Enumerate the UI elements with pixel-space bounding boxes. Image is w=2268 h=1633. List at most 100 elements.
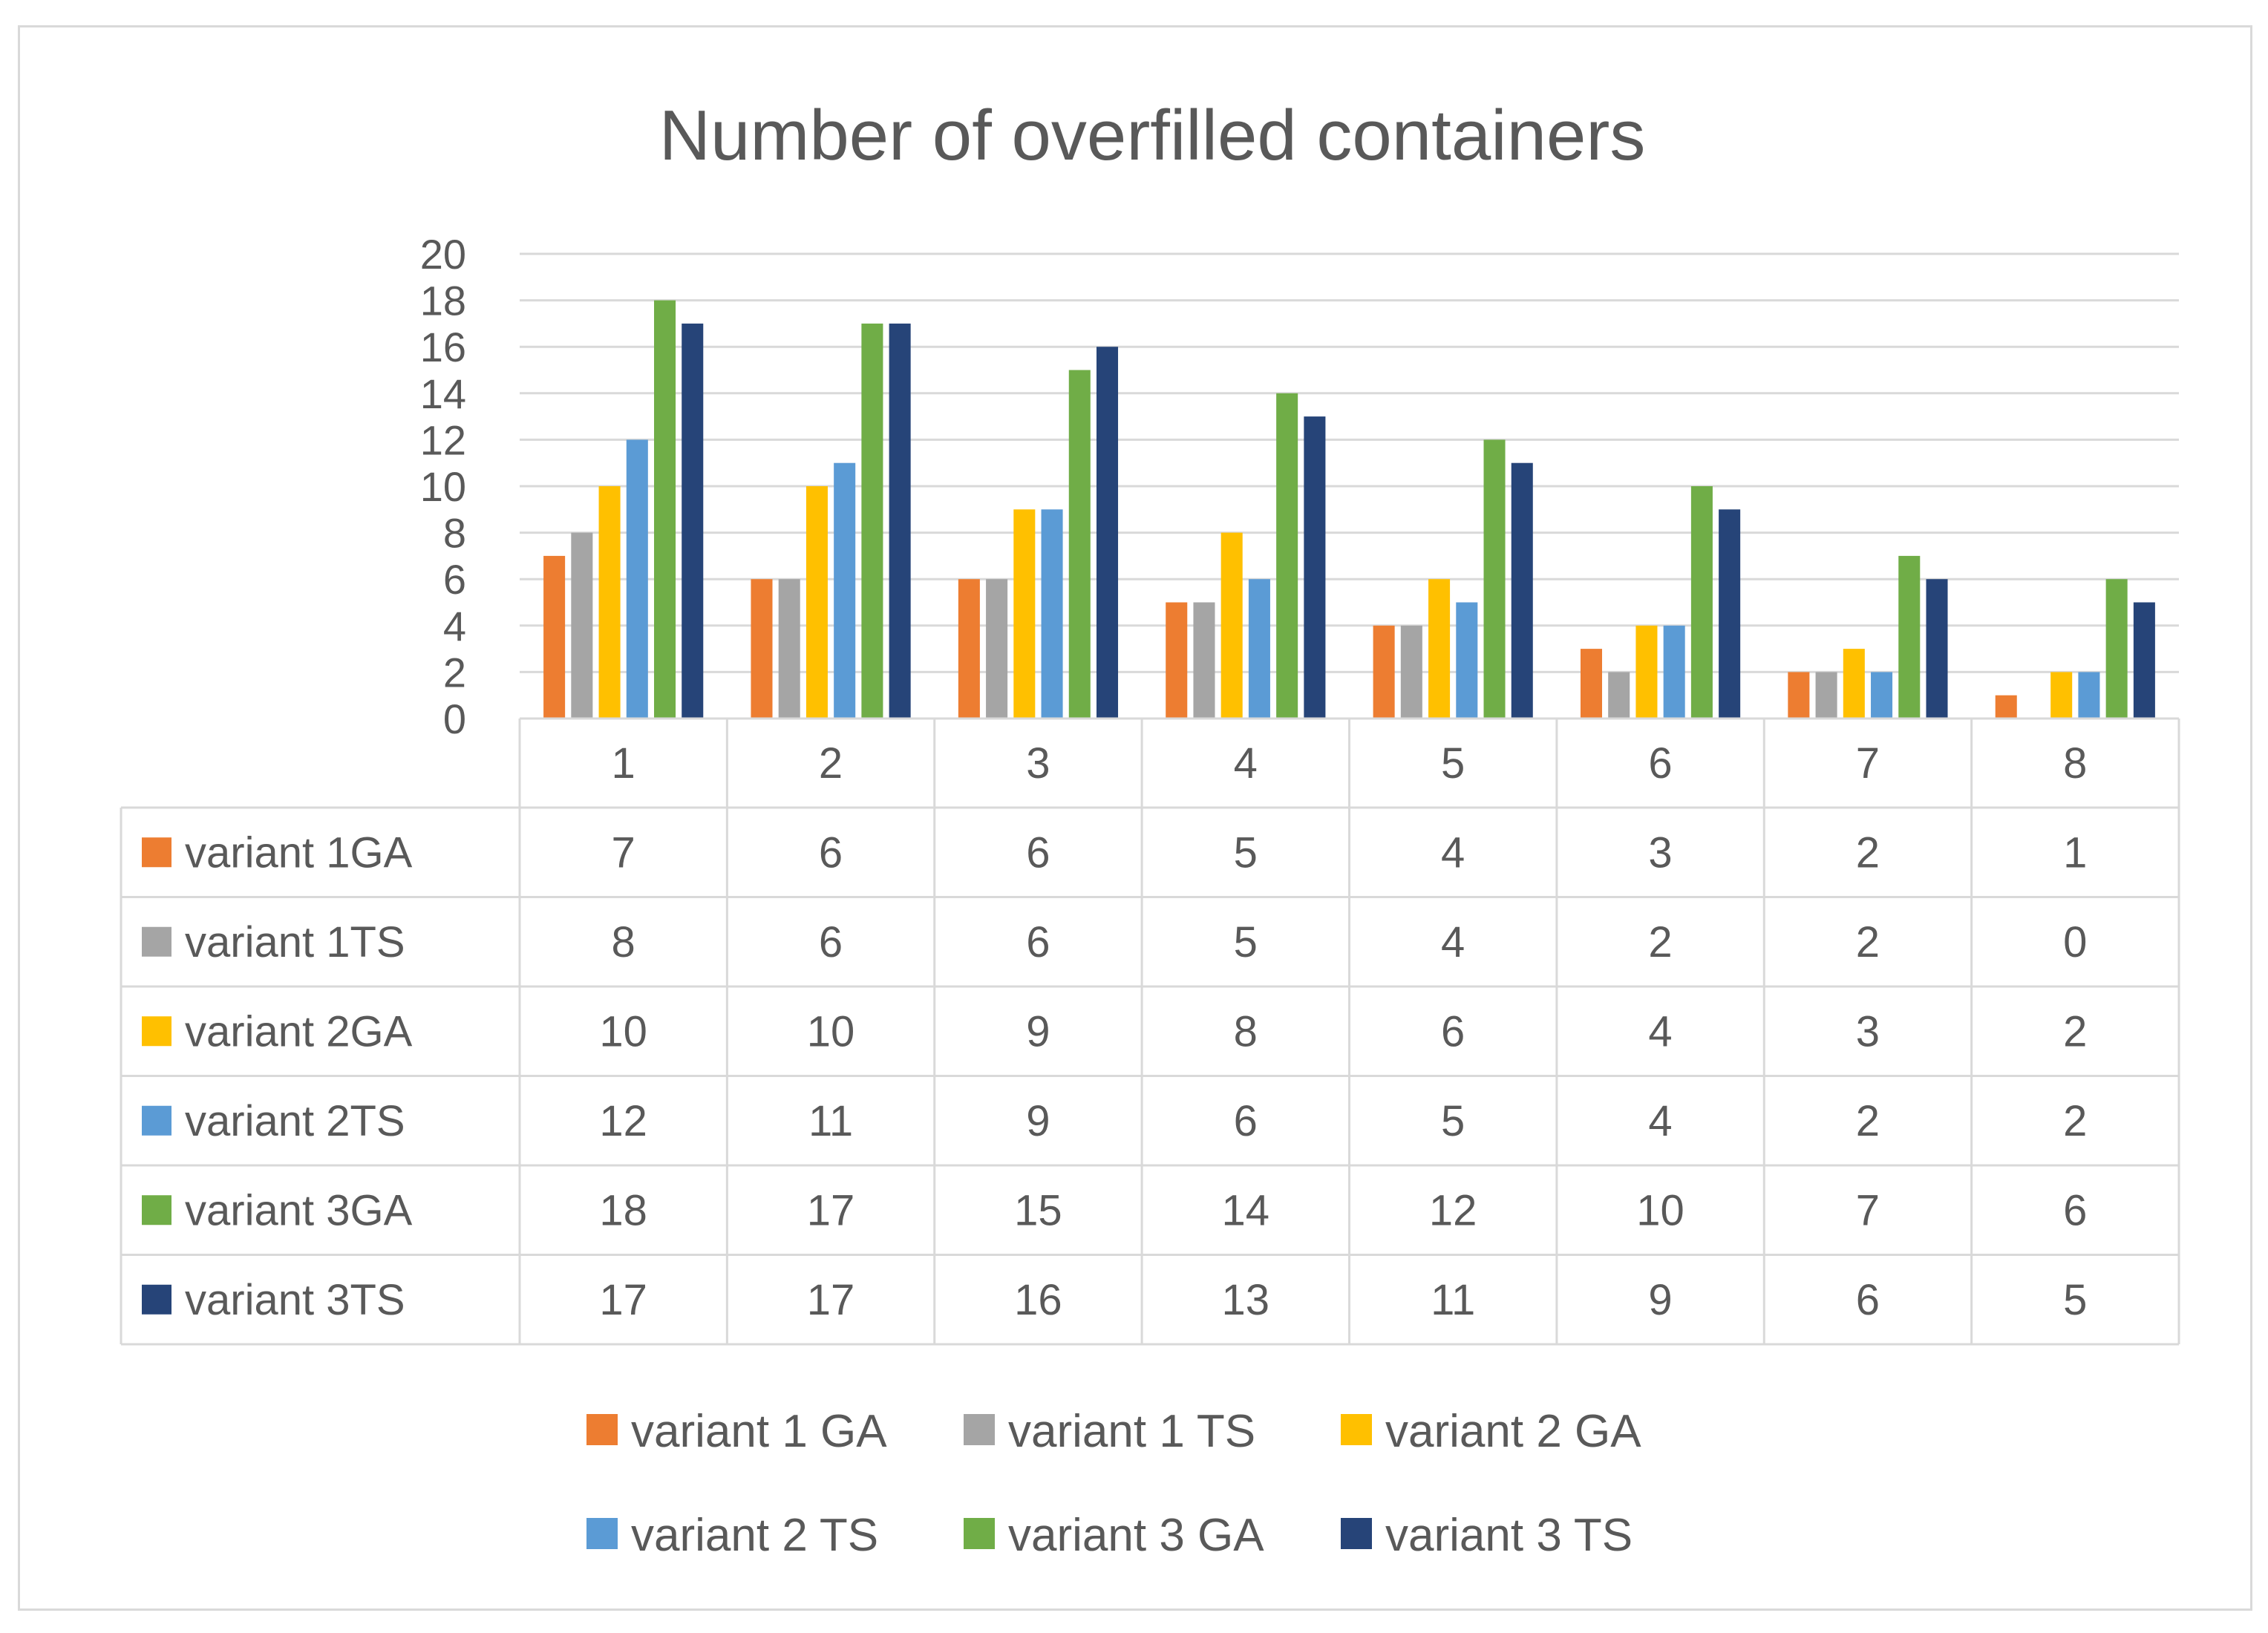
y-tick-label: 16 — [420, 324, 466, 370]
bar-variant-2-ga-cat-5 — [1428, 579, 1451, 719]
bar-variant-3-ga-cat-3 — [1068, 370, 1091, 719]
chart-title: Number of overfilled containers — [659, 96, 1646, 175]
bar-variant-3-ga-cat-8 — [2105, 579, 2128, 719]
legend-key — [964, 1414, 995, 1445]
table-cell-value: 12 — [1429, 1186, 1477, 1234]
bar-variant-3-ts-cat-2 — [889, 323, 911, 719]
y-tick-label: 12 — [420, 416, 466, 463]
bar-variant-2-ga-cat-6 — [1635, 625, 1658, 719]
bar-variant-2-ts-cat-2 — [834, 462, 856, 719]
table-cell-value: 16 — [1014, 1276, 1062, 1324]
legend-label: variant 2 GA — [1385, 1406, 1641, 1457]
table-cell-value: 6 — [1234, 1097, 1258, 1145]
table-legend-key — [142, 837, 171, 868]
chart-frame — [18, 25, 2252, 1611]
bar-variant-2-ga-cat-7 — [1843, 649, 1865, 719]
bar-variant-3-ts-cat-7 — [1926, 579, 1948, 719]
table-cell-value: 6 — [819, 828, 843, 877]
bar-variant-3-ga-cat-2 — [861, 323, 883, 719]
table-cell-value: 8 — [612, 918, 635, 966]
table-cell-value: 6 — [1441, 1007, 1465, 1056]
bar-variant-2-ga-cat-4 — [1220, 532, 1243, 719]
bar-variant-1-ga-cat-6 — [1580, 649, 1603, 719]
table-cell-value: 1 — [2063, 828, 2087, 877]
table-cell-value: 11 — [1431, 1276, 1475, 1324]
legend-label: variant 1 GA — [631, 1406, 887, 1457]
table-row-label: variant 2TS — [185, 1097, 405, 1145]
table-cell-value: 6 — [1026, 828, 1050, 877]
bar-variant-2-ts-cat-8 — [2078, 672, 2100, 719]
y-tick-label: 14 — [420, 370, 466, 417]
table-cell-value: 9 — [1026, 1097, 1050, 1145]
bar-variant-2-ts-cat-3 — [1041, 509, 1063, 719]
bar-variant-1-ga-cat-3 — [958, 579, 980, 719]
table-cell-value: 0 — [2063, 918, 2087, 966]
table-cell-value: 15 — [1014, 1186, 1062, 1234]
legend-label: variant 3 GA — [1008, 1510, 1264, 1561]
table-row-label: variant 2GA — [185, 1007, 413, 1056]
table-cell-value: 6 — [1026, 918, 1050, 966]
table-cell-value: 8 — [1234, 1007, 1258, 1056]
bar-variant-1-ga-cat-5 — [1373, 625, 1395, 719]
y-tick-label: 6 — [443, 556, 466, 603]
bar-variant-3-ga-cat-6 — [1690, 486, 1713, 719]
y-tick-label: 18 — [420, 278, 466, 324]
table-cell-value: 6 — [819, 918, 843, 966]
bar-variant-1-ts-cat-6 — [1608, 672, 1630, 719]
bar-variant-1-ga-cat-8 — [1995, 695, 2017, 719]
table-cell-value: 5 — [1234, 918, 1258, 966]
y-tick-label: 4 — [443, 603, 466, 649]
bar-variant-3-ga-cat-1 — [654, 300, 676, 719]
table-cell-value: 10 — [807, 1007, 855, 1056]
table-cell-value: 4 — [1441, 918, 1465, 966]
x-tick-label: 2 — [819, 739, 843, 788]
table-cell-value: 9 — [1026, 1007, 1050, 1056]
table-cell-value: 12 — [599, 1097, 647, 1145]
table-cell-value: 3 — [1648, 828, 1672, 877]
table-legend-key — [142, 926, 171, 957]
legend-key — [1341, 1414, 1372, 1445]
table-cell-value: 2 — [2063, 1097, 2087, 1145]
table-row-label: variant 1GA — [185, 828, 413, 877]
y-tick-label: 2 — [443, 649, 466, 696]
x-tick-label: 1 — [612, 739, 635, 788]
y-tick-label: 20 — [420, 231, 466, 278]
bar-variant-2-ts-cat-4 — [1248, 579, 1270, 719]
table-row-label: variant 3TS — [185, 1276, 405, 1324]
bar-variant-1-ts-cat-3 — [986, 579, 1008, 719]
table-cell-value: 6 — [1856, 1276, 1880, 1324]
table-cell-value: 14 — [1222, 1186, 1270, 1234]
table-row-label: variant 1TS — [185, 918, 405, 966]
table-cell-value: 5 — [2063, 1276, 2087, 1324]
bar-variant-1-ts-cat-4 — [1193, 602, 1215, 719]
table-cell-value: 4 — [1648, 1007, 1672, 1056]
table-cell-value: 2 — [1648, 918, 1672, 966]
x-tick-label: 5 — [1441, 739, 1465, 788]
table-cell-value: 2 — [1856, 1097, 1880, 1145]
legend-key — [586, 1518, 618, 1549]
table-legend-key — [142, 1016, 171, 1047]
table-cell-value: 17 — [807, 1276, 855, 1324]
bar-variant-2-ts-cat-6 — [1663, 625, 1685, 719]
table-cell-value: 2 — [2063, 1007, 2087, 1056]
x-tick-label: 4 — [1234, 739, 1258, 788]
x-tick-label: 6 — [1648, 739, 1672, 788]
table-cell-value: 6 — [2063, 1186, 2087, 1234]
table-cell-value: 2 — [1856, 918, 1880, 966]
table-legend-key — [142, 1195, 171, 1225]
x-tick-label: 8 — [2063, 739, 2087, 788]
legend-label: variant 1 TS — [1008, 1406, 1255, 1457]
legend-key — [586, 1414, 618, 1445]
y-tick-label: 10 — [420, 463, 466, 510]
x-tick-label: 7 — [1856, 739, 1880, 788]
y-tick-label: 0 — [443, 696, 466, 742]
table-cell-value: 9 — [1648, 1276, 1672, 1324]
table-legend-key — [142, 1284, 171, 1315]
bar-variant-3-ts-cat-6 — [1719, 509, 1741, 719]
bar-variant-3-ts-cat-1 — [682, 323, 704, 719]
bar-variant-2-ts-cat-7 — [1871, 672, 1893, 719]
bar-variant-2-ts-cat-5 — [1456, 602, 1478, 719]
bar-variant-1-ga-cat-2 — [751, 579, 773, 719]
table-cell-value: 11 — [808, 1097, 853, 1145]
